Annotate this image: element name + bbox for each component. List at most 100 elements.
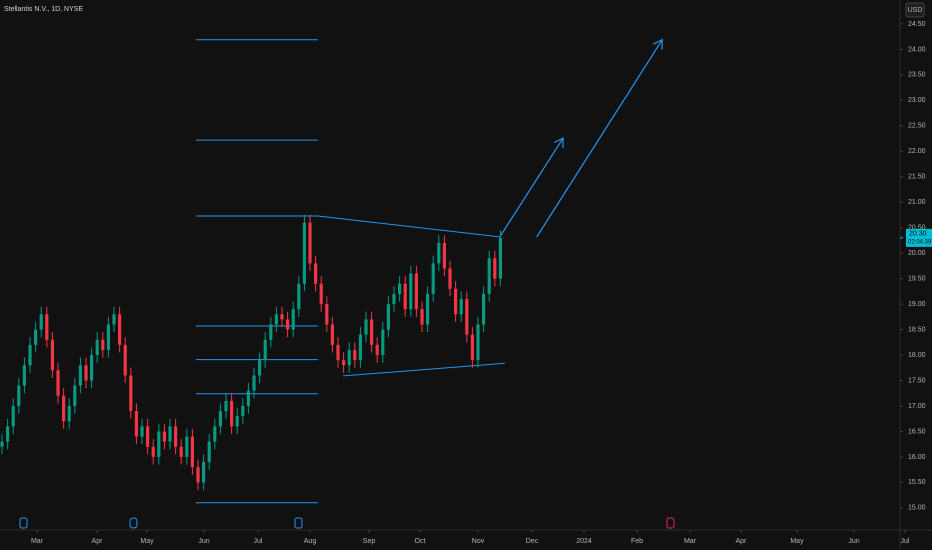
candle-body — [78, 365, 83, 386]
candle-body — [398, 283, 402, 294]
y-tick-label: 22.00 — [908, 148, 926, 155]
candle-body — [67, 405, 71, 422]
candle-body — [364, 319, 368, 335]
candle-body — [185, 436, 189, 457]
candle-body — [11, 405, 15, 427]
candle-body — [442, 242, 447, 269]
event-icon[interactable] — [666, 517, 675, 529]
candle-body — [39, 314, 43, 330]
y-tick-label: 19.00 — [908, 301, 926, 308]
event-icons — [19, 517, 675, 529]
y-tick-label: 20.00 — [908, 250, 926, 257]
y-tick-label: 18.00 — [908, 352, 926, 359]
y-tick-label: 16.50 — [908, 428, 926, 435]
y-tick-label: 19.50 — [908, 275, 926, 282]
candle-body — [358, 334, 363, 361]
trendline — [317, 215, 500, 238]
candle-body — [297, 283, 301, 310]
candle-body — [190, 436, 195, 468]
candle-body — [202, 462, 206, 483]
candle-body — [487, 258, 491, 294]
candle-body — [73, 385, 77, 406]
candle-body — [409, 273, 413, 310]
y-tick-label: 24.50 — [908, 21, 926, 28]
candle-body — [168, 426, 172, 442]
candle-body — [459, 299, 463, 315]
candle-body — [280, 314, 284, 320]
countdown: 02:04:39 — [908, 239, 932, 245]
y-tick-label: 17.00 — [908, 403, 926, 410]
y-tick-label: 18.50 — [908, 326, 926, 333]
currency-box[interactable] — [905, 2, 925, 18]
candle-body — [118, 314, 122, 345]
candle-body — [498, 237, 502, 279]
x-tick-label: Feb — [631, 538, 643, 545]
y-tick-label: 21.00 — [908, 199, 926, 206]
candle-body — [353, 349, 357, 361]
x-tick-label: May — [140, 538, 154, 545]
x-tick-label: Sep — [363, 538, 376, 545]
candle-body — [470, 334, 474, 361]
x-tick-label: Jul — [254, 538, 263, 545]
candle-body — [235, 416, 239, 427]
x-tick-label: May — [790, 538, 804, 545]
x-tick-label: Aug — [304, 538, 317, 545]
candle-body — [241, 405, 245, 417]
last-price-label: 20.30 — [909, 231, 927, 238]
candle-body — [414, 273, 419, 310]
candle-body — [146, 426, 150, 447]
candle-body — [129, 375, 133, 412]
arrow-line — [499, 137, 564, 238]
candle-body — [453, 288, 458, 315]
x-tick-label: Dec — [526, 538, 539, 545]
candle-body — [50, 339, 55, 371]
candle-body — [28, 344, 32, 366]
y-tick-label: 21.50 — [908, 174, 926, 181]
candle-body — [493, 258, 497, 279]
candle-body — [90, 355, 94, 381]
event-icon[interactable] — [19, 517, 28, 529]
candle-body — [34, 329, 38, 345]
candle-body — [95, 339, 99, 356]
candle-body — [403, 283, 407, 310]
x-tick-label: Apr — [736, 538, 748, 545]
candle-body — [17, 385, 21, 406]
candle-body — [62, 395, 66, 422]
x-tick-label: Jun — [198, 538, 209, 545]
candle-body — [106, 324, 111, 350]
candle-body — [420, 309, 424, 325]
event-icon[interactable] — [129, 517, 138, 529]
candle-body — [302, 222, 307, 284]
candle-body — [22, 365, 27, 386]
y-tick-label: 23.00 — [908, 97, 926, 104]
currency[interactable]: USD — [908, 7, 923, 14]
candle-body — [308, 222, 312, 264]
candle-body — [342, 360, 346, 366]
event-icon[interactable] — [294, 517, 303, 529]
candle-body — [140, 426, 144, 437]
candle-body — [179, 446, 183, 457]
x-tick-label: 2024 — [576, 538, 592, 545]
candle-body — [465, 299, 469, 335]
candle-body — [246, 390, 251, 406]
y-tick-label: 24.00 — [908, 46, 926, 53]
candle-body — [325, 304, 329, 325]
candle-body — [274, 314, 279, 325]
x-tick-label: Apr — [92, 538, 104, 545]
candle-body — [84, 365, 88, 381]
candle-body — [370, 319, 374, 345]
y-tick-label: 15.00 — [908, 505, 926, 512]
candle-body — [230, 400, 234, 427]
candle-body — [112, 314, 116, 325]
candle-body — [263, 339, 267, 361]
candle-body — [134, 411, 139, 437]
candle-body — [448, 268, 452, 289]
x-tick-label: Jul — [901, 538, 910, 545]
candle-body — [381, 329, 385, 356]
candle-body — [336, 344, 340, 361]
candle-body — [291, 309, 295, 330]
candle-body — [162, 431, 167, 442]
candle-body — [151, 446, 155, 457]
arrow-head — [653, 38, 663, 50]
